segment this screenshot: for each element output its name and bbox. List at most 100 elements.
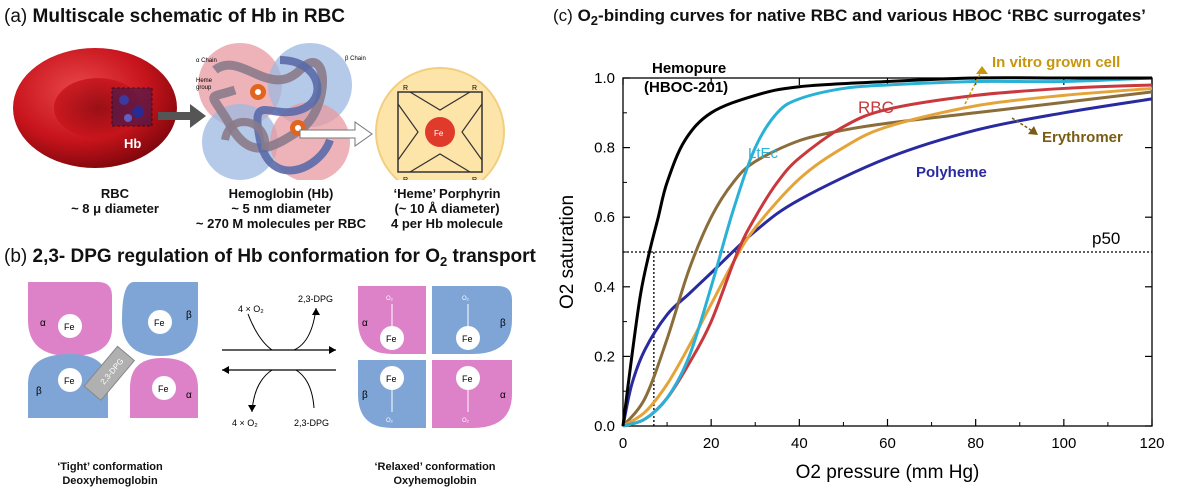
y-tick-label: 0.8 — [594, 140, 615, 157]
o2-label-2: O₂ — [462, 296, 470, 302]
r-label-1: R — [403, 85, 408, 92]
tight-caption-line-1: ‘Tight’ conformation — [57, 461, 163, 473]
x-tick-label: 100 — [1051, 435, 1076, 452]
equilibrium-arrows-icon — [222, 307, 336, 413]
hb-caption-line-2: ~ 5 nm diameter — [231, 201, 331, 216]
panel-a-title: (a) Multiscale schematic of Hb in RBC — [4, 6, 345, 28]
tight-caption: ‘Tight’ conformation Deoxyhemoglobin — [20, 460, 200, 488]
hb-caption-line-1: Hemoglobin (Hb) — [228, 186, 334, 201]
curve-polyheme — [621, 97, 1153, 427]
relaxed-conformation-icon: Fe Fe Fe Fe O₂ O₂ O₂ O₂ α β β α — [358, 286, 512, 428]
relaxed-caption-line-1: ‘Relaxed’ conformation — [374, 461, 496, 473]
porphyrin-icon: Fe R R R R — [375, 67, 505, 180]
heme-caption-line-3: 4 per Hb molecule — [391, 216, 503, 231]
fe-label-r-tr: Fe — [462, 334, 473, 344]
y-tick-label: 0.0 — [594, 418, 615, 435]
x-tick-label: 80 — [967, 435, 984, 452]
o2-label-3: O₂ — [386, 418, 394, 424]
x-tick-label: 20 — [703, 435, 720, 452]
panel-b-title-sub: 2 — [439, 254, 448, 269]
fe-label-r-bl: Fe — [386, 374, 397, 384]
x-tick-label: 120 — [1139, 435, 1164, 452]
hemoglobin-molecule-icon: α Chain β Chain Heme group — [196, 43, 366, 180]
r-label-4: R — [472, 177, 477, 180]
panel-b-label: (b) — [4, 246, 28, 267]
fe-label-tl: Fe — [64, 322, 75, 332]
curve-erythromer — [621, 90, 1153, 427]
porphyrin-fe-label: Fe — [434, 129, 444, 138]
top-right-reagent: 2,3-DPG — [298, 294, 333, 304]
rbc-caption: RBC ~ 8 μ diameter — [60, 186, 170, 216]
panel-a-illustration: Hb α Chain β Chain Heme group Fe R R R R — [13, 43, 505, 180]
panel-c-title: (c) O2-binding curves for native RBC and… — [553, 6, 1146, 28]
y-tick-label: 0.6 — [594, 209, 615, 226]
red-blood-cell-icon: Hb — [13, 48, 177, 168]
x-tick-label: 0 — [619, 435, 627, 452]
top-left-reagent: 4 × O₂ — [238, 304, 264, 314]
beta-label-r-tr: β — [500, 318, 506, 329]
tight-conformation-icon: 2,3-DPG Fe Fe Fe Fe α β β α — [28, 282, 198, 418]
fe-label-br: Fe — [158, 384, 169, 394]
curve-hemopure — [621, 76, 1152, 427]
alpha-label-tl: α — [40, 318, 46, 329]
beta-label-r-bl: β — [362, 390, 368, 401]
bottom-right-reagent: 2,3-DPG — [294, 418, 329, 428]
fe-label-r-tl: Fe — [386, 334, 397, 344]
panel-b-title-post: transport — [447, 246, 536, 267]
heme-caption: ‘Heme’ Porphyrin (~ 10 Å diameter) 4 per… — [382, 186, 512, 231]
panel-a-title-text: Multiscale schematic of Hb in RBC — [32, 6, 346, 27]
fe-label-tr: Fe — [154, 318, 165, 328]
erythromer-label: Erythromer — [1042, 129, 1123, 146]
in-vitro-label: In vitro grown cell — [992, 54, 1120, 71]
ltec-label: LtEc — [748, 145, 779, 162]
beta-label-tr: β — [186, 310, 192, 321]
alpha-label-r-tl: α — [362, 318, 368, 329]
y-tick-label: 0.2 — [594, 348, 615, 365]
y-tick-label: 1.0 — [594, 70, 615, 87]
x-tick-label: 60 — [879, 435, 896, 452]
beta-label-bl: β — [36, 386, 42, 397]
r-label-3: R — [403, 177, 408, 180]
hemoglobin-caption: Hemoglobin (Hb) ~ 5 nm diameter ~ 270 M … — [186, 186, 376, 231]
erythromer-pointer — [1011, 117, 1035, 133]
chart-labels: p50 Hemopure (HBOC-201) LtEc RBC In vitro gro… — [644, 54, 1123, 248]
fe-label-bl: Fe — [64, 376, 75, 386]
o2-label-4: O₂ — [462, 418, 470, 424]
chart-axes: 0 20 40 60 80 100 120 0.0 0.2 0.4 0.6 0.8 1.0 O2 pres… — [557, 70, 1165, 483]
chart-curves — [621, 76, 1153, 428]
hemopure-label-line-1: Hemopure — [652, 60, 726, 77]
panel-a-label: (a) — [4, 6, 28, 27]
bottom-left-reagent: 4 × O₂ — [232, 418, 258, 428]
rbc-caption-line-2: ~ 8 μ diameter — [71, 201, 159, 216]
panel-c-title-text: O — [577, 6, 591, 25]
panel-c-title-post: -binding curves for native RBC and vario… — [598, 6, 1146, 25]
heme-caption-line-1: ‘Heme’ Porphyrin — [393, 186, 501, 201]
arrow-right-icon — [158, 104, 206, 128]
in-vitro-pointer — [963, 69, 983, 107]
erythromer-arrowhead-icon — [1028, 126, 1038, 135]
hemopure-label-line-2: (HBOC-201) — [644, 79, 728, 96]
relaxed-caption-line-2: Oxyhemoglobin — [393, 475, 477, 487]
curve-ltec — [622, 76, 1153, 428]
hb-tag-label: Hb — [124, 136, 141, 151]
panel-b-illustration: 2,3-DPG Fe Fe Fe Fe α β β α 4 × O₂ 2,3-D… — [28, 282, 512, 428]
panel-b-title: (b) 2,3- DPG regulation of Hb conformati… — [4, 246, 536, 268]
tight-caption-line-2: Deoxyhemoglobin — [62, 475, 158, 487]
rbc-label: RBC — [858, 98, 894, 117]
polyheme-label: Polyheme — [916, 164, 987, 181]
in-vitro-arrowhead-icon — [976, 66, 988, 74]
alpha-label-br: α — [186, 390, 192, 401]
y-tick-label: 0.4 — [594, 279, 615, 296]
heme-group-label-1: Heme — [196, 78, 213, 84]
curve-in-vitro-grown-cell — [622, 86, 1153, 428]
hb-caption-line-3: ~ 270 M molecules per RBC — [195, 216, 367, 231]
y-axis-label: O2 saturation — [557, 195, 578, 309]
x-tick-label: 40 — [791, 435, 808, 452]
heme-group-label-2: group — [196, 85, 212, 91]
panel-c-title-sub: 2 — [590, 13, 599, 28]
r-label-2: R — [472, 85, 477, 92]
o2-label-1: O₂ — [386, 296, 394, 302]
heme-caption-line-2: (~ 10 Å diameter) — [394, 201, 500, 216]
x-axis-label: O2 pressure (mm Hg) — [796, 462, 980, 483]
panel-b-title-text: 2,3- DPG regulation of Hb conformation f… — [32, 246, 440, 267]
